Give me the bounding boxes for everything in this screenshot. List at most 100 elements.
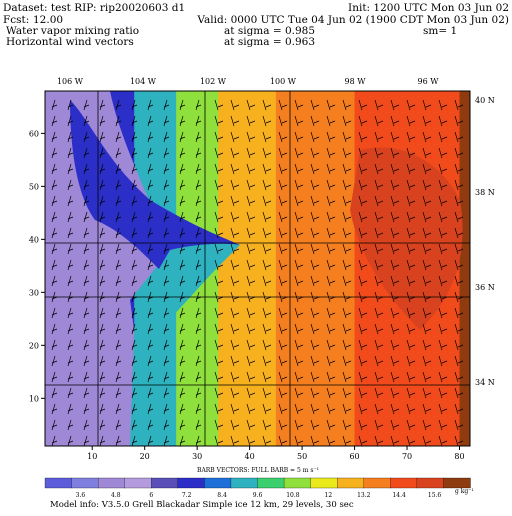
wind-barb-440: [374, 99, 384, 111]
x-tick-label-2: 30: [192, 452, 202, 461]
wind-barb-325: [278, 371, 288, 383]
wind-barb-362: [310, 259, 320, 271]
field-band-4: [218, 91, 277, 446]
wind-barb-523: [422, 371, 432, 383]
wind-barb-38: [67, 355, 74, 367]
wind-barb-248: [230, 195, 240, 207]
wind-barb-188: [179, 291, 186, 303]
wind-barb-150: [147, 387, 154, 399]
wind-barb-298: [262, 291, 272, 303]
wind-barb-357: [310, 179, 320, 191]
wind-barb-168: [163, 323, 170, 335]
wind-barb-119: [131, 243, 138, 255]
wind-barb-60: [83, 355, 90, 367]
wind-barb-493: [406, 243, 416, 255]
wind-barb-155: [163, 115, 170, 127]
wind-barb-503: [406, 403, 416, 415]
colorbar-label-10: 15.6: [428, 492, 442, 499]
lat-label-0: 40 N: [475, 96, 495, 105]
wind-barb-497: [406, 307, 416, 319]
wind-barb-191: [179, 339, 186, 351]
colorbar-label-3: 7.2: [182, 492, 192, 499]
lon-label-1: 104 W: [130, 77, 157, 86]
field-band-7: [459, 91, 471, 446]
moisture-field: [45, 91, 471, 446]
longitude-labels: 106 W 104 W 102 W 100 W 98 W 96 W: [57, 77, 439, 86]
wind-barb-125: [131, 339, 138, 351]
wind-barb-312: [278, 163, 288, 175]
wind-barb-561: [454, 275, 464, 287]
wind-barb-84: [99, 387, 106, 399]
wind-barb-189: [179, 307, 186, 319]
wind-barb-109: [115, 435, 122, 447]
wind-barb-342: [294, 291, 304, 303]
wind-barb-328: [278, 419, 288, 431]
wind-barb-371: [310, 403, 320, 415]
wind-barb-92: [115, 163, 122, 175]
colorbar-label-7: 12: [325, 492, 333, 499]
wind-barb-392: [326, 387, 336, 399]
wind-barb-377: [326, 147, 336, 159]
wind-barb-464: [390, 131, 400, 143]
wind-barb-40: [67, 387, 74, 399]
wind-barb-365: [310, 307, 320, 319]
wind-barb-307: [262, 435, 272, 447]
wind-barb-319: [278, 275, 288, 287]
wind-barb-105: [115, 371, 122, 383]
wind-barb-263: [230, 435, 240, 447]
wind-barb-384: [326, 259, 336, 271]
wind-barb-383: [326, 243, 336, 255]
wind-barb-61: [83, 371, 90, 383]
wind-barb-546: [438, 387, 448, 399]
wind-barb-269: [246, 179, 256, 191]
wind-barb-292: [262, 195, 272, 207]
wind-barb-326: [278, 387, 288, 399]
wind-barb-195: [179, 403, 186, 415]
wind-barb-69: [99, 147, 106, 159]
wind-barb-451: [374, 275, 384, 287]
wind-barb-492: [406, 227, 416, 239]
wind-barb-277: [246, 307, 256, 319]
wind-barb-64: [83, 419, 90, 431]
wind-barb-196: [179, 419, 186, 431]
wind-barb-330: [294, 99, 304, 111]
field-band-5: [275, 91, 356, 446]
wind-barb-157: [163, 147, 170, 159]
wind-barb-385: [326, 275, 336, 287]
wind-barb-96: [115, 227, 122, 239]
wind-barb-529: [438, 115, 448, 127]
wind-barb-137: [147, 179, 154, 191]
wind-barb-559: [454, 243, 464, 255]
header-smoothing: sm= 1: [423, 25, 457, 37]
wind-barb-525: [422, 403, 432, 415]
wind-barb-445: [374, 179, 384, 191]
wind-barb-315: [278, 211, 288, 223]
wind-barb-66: [99, 99, 106, 111]
wind-barb-260: [230, 387, 240, 399]
colorbar-label-2: 6: [149, 492, 153, 499]
wind-barb-284: [246, 419, 256, 431]
wind-barb-255: [230, 307, 240, 319]
wind-barb-115: [131, 179, 138, 191]
wind-barb-495: [406, 275, 416, 287]
wind-barb-571: [454, 435, 464, 447]
wind-barb-127: [131, 371, 138, 383]
wind-barb-524: [422, 387, 432, 399]
wind-barb-111: [131, 115, 138, 127]
wind-barb-363: [310, 275, 320, 287]
wind-barb-7: [51, 211, 58, 223]
wind-barb-311: [278, 147, 288, 159]
wind-barb-386: [326, 291, 336, 303]
wind-barb-12: [51, 291, 58, 303]
wind-barb-341: [294, 275, 304, 287]
wind-barb-416: [342, 419, 352, 431]
wind-barb-59: [83, 339, 90, 351]
wind-barb-16: [51, 355, 58, 367]
wind-barb-548: [438, 419, 448, 431]
wind-barb-62: [83, 387, 90, 399]
wind-barb-228: [214, 227, 224, 239]
y-tick-label-5: 60: [29, 129, 39, 138]
wind-barb-522: [422, 355, 432, 367]
wind-barb-459: [374, 403, 384, 415]
wind-barb-423: [358, 179, 368, 191]
